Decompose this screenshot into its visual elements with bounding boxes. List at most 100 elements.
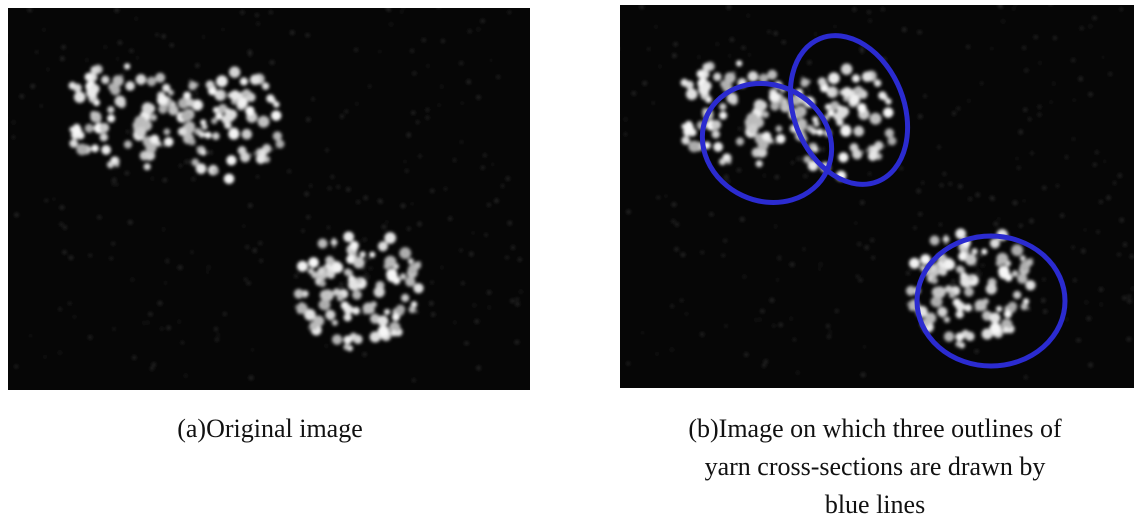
speckle [748, 71, 759, 82]
speckle [178, 320, 180, 322]
speckle [487, 291, 491, 295]
speckle [228, 128, 239, 139]
speckle [469, 252, 473, 256]
speckle [680, 299, 683, 302]
speckle [724, 175, 728, 179]
speckle [1034, 35, 1038, 39]
speckle [1084, 229, 1086, 231]
speckle [35, 51, 38, 54]
speckle [1127, 337, 1131, 341]
speckle [468, 30, 471, 33]
speckle [237, 97, 248, 108]
speckle [409, 306, 416, 313]
speckle [813, 121, 819, 127]
speckle [867, 11, 870, 14]
speckle [158, 301, 162, 305]
speckle [366, 258, 369, 261]
speckle [618, 48, 620, 50]
speckle [214, 327, 218, 331]
speckle [125, 81, 135, 91]
speckle [1029, 219, 1033, 223]
speckle [410, 49, 413, 52]
speckle [343, 231, 354, 242]
speckle [150, 367, 154, 371]
speckle [736, 137, 744, 145]
speckle [481, 19, 485, 23]
speckle [730, 38, 734, 42]
speckle [369, 267, 372, 270]
speckle [727, 180, 730, 183]
speckle [461, 102, 463, 104]
speckle [31, 84, 35, 88]
speckle [1108, 72, 1111, 75]
caption-b: (b)Image on which three outlines of yarn… [600, 410, 1134, 524]
speckle [642, 332, 644, 334]
speckle [160, 328, 163, 331]
speckle [797, 157, 801, 161]
speckle [508, 221, 512, 225]
speckle [968, 274, 974, 280]
speckle [113, 328, 116, 331]
speckle [147, 321, 149, 323]
speckle [1128, 299, 1132, 303]
speckle [939, 223, 942, 226]
speckle [1043, 278, 1046, 281]
speckle [135, 17, 137, 19]
speckle [724, 239, 727, 242]
speckle [1052, 82, 1054, 84]
speckle [178, 265, 182, 269]
speckle [377, 316, 388, 327]
speckle [356, 200, 359, 203]
speckle [711, 120, 721, 130]
speckle [944, 317, 950, 323]
speckle [390, 23, 393, 26]
speckle [615, 113, 618, 116]
speckle [69, 82, 77, 90]
speckle [996, 306, 1002, 312]
speckle [168, 105, 178, 115]
speckle [167, 326, 171, 330]
speckle [913, 226, 916, 229]
speckle [981, 249, 987, 255]
speckle [956, 310, 964, 318]
speckle [257, 23, 260, 26]
speckle [101, 76, 109, 84]
speckle [860, 201, 864, 205]
speckle [852, 149, 862, 159]
speckle [1056, 185, 1059, 188]
speckle [346, 270, 353, 277]
speckle [685, 313, 687, 315]
speckle [164, 282, 166, 284]
speckle [836, 108, 847, 119]
speckle [422, 38, 426, 42]
speckle [412, 379, 415, 382]
speckle [356, 277, 362, 283]
speckle [1028, 308, 1031, 311]
speckle [860, 50, 863, 53]
speckle [117, 58, 119, 60]
speckle [124, 63, 130, 69]
speckle [60, 223, 63, 226]
speckle [130, 49, 134, 53]
speckle [719, 111, 727, 119]
speckle [306, 215, 310, 219]
speckle [208, 150, 212, 154]
speckle [112, 178, 116, 182]
speckle [216, 75, 228, 87]
speckle [413, 283, 423, 293]
speckle [155, 73, 165, 83]
speckle [975, 264, 977, 266]
speckle [740, 217, 744, 221]
speckle [363, 238, 366, 241]
speckle [937, 146, 940, 149]
speckle [192, 177, 195, 180]
speckle [917, 189, 921, 193]
speckle [217, 334, 219, 336]
outlined-image [612, 0, 1134, 388]
speckle [937, 307, 947, 317]
speckle [767, 70, 777, 80]
original-image [0, 0, 530, 390]
speckle [151, 178, 153, 180]
speckle [1128, 295, 1131, 298]
speckle [201, 124, 207, 130]
